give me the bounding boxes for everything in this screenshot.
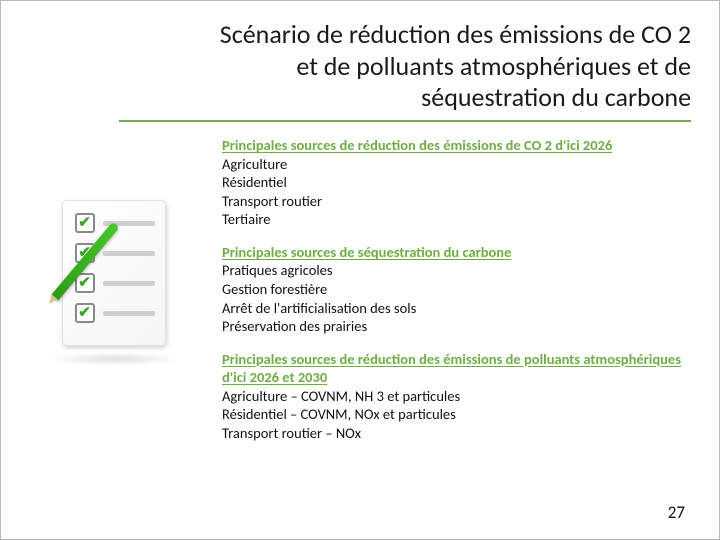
list-item: Transport routier – NOx — [222, 424, 691, 443]
list-item: Agriculture – COVNM, NH 3 et particules — [222, 387, 691, 406]
title-line-1: Scénario de réduction des émissions de C… — [220, 18, 691, 50]
section-heading: Principales sources de réduction des émi… — [222, 350, 691, 387]
section-items: Agriculture – COVNM, NH 3 et particules … — [222, 387, 691, 443]
section-co2: Principales sources de réduction des émi… — [222, 136, 691, 229]
title-line-3: séquestration du carbone — [421, 81, 691, 113]
section-items: Agriculture Résidentiel Transport routie… — [222, 155, 691, 229]
list-item: Agriculture — [222, 155, 691, 174]
reflection — [50, 352, 180, 366]
slide-title: Scénario de réduction des émissions de C… — [119, 19, 691, 122]
text-column: Principales sources de réduction des émi… — [222, 136, 691, 442]
section-heading: Principales sources de réduction des émi… — [222, 136, 691, 155]
list-item: Préservation des prairies — [222, 317, 691, 336]
list-item: Résidentiel — [222, 173, 691, 192]
list-item: Arrêt de l'artificialisation des sols — [222, 299, 691, 318]
list-item: Transport routier — [222, 192, 691, 211]
section-items: Pratiques agricoles Gestion forestière A… — [222, 261, 691, 335]
checklist-illustration: ✔ ✔ ✔ ✔ — [42, 194, 192, 354]
list-item: Pratiques agricoles — [222, 261, 691, 280]
section-sequestration: Principales sources de séquestration du … — [222, 243, 691, 336]
section-pollutants: Principales sources de réduction des émi… — [222, 350, 691, 443]
title-line-2: et de polluants atmosphériques et de — [296, 50, 691, 82]
list-item: Gestion forestière — [222, 280, 691, 299]
list-item: Résidentiel – COVNM, NOx et particules — [222, 405, 691, 424]
body: ✔ ✔ ✔ ✔ Principales sources de réduction… — [29, 136, 691, 442]
slide: Scénario de réduction des émissions de C… — [0, 0, 720, 540]
image-column: ✔ ✔ ✔ ✔ — [29, 136, 204, 354]
section-heading: Principales sources de séquestration du … — [222, 243, 691, 262]
list-item: Tertiaire — [222, 210, 691, 229]
page-number: 27 — [668, 502, 685, 523]
